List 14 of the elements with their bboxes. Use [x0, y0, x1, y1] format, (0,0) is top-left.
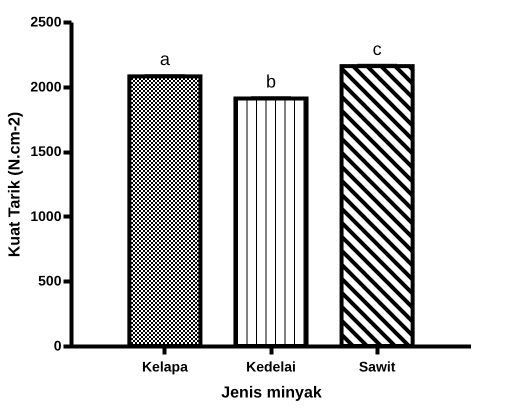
y-tick-label: 0	[54, 338, 62, 354]
annotation: b	[266, 71, 276, 92]
y-tick-label: 1000	[30, 208, 62, 224]
y-tick-label: 500	[38, 272, 62, 289]
x-axis-title: Jenis minyak	[221, 384, 322, 402]
y-tick-label: 1500	[30, 143, 62, 160]
x-tick-label: Kedelai	[246, 358, 296, 374]
y-tick-label: 2500	[30, 14, 62, 30]
y-axis-title: Kuat Tarik (N.cm-2)	[6, 112, 24, 258]
annotation: c	[372, 38, 382, 59]
annotation: a	[160, 49, 171, 70]
x-tick-label: Kelapa	[142, 358, 188, 374]
y-tick-label: 2000	[30, 78, 62, 94]
x-tick-label: Sawit	[358, 358, 396, 374]
